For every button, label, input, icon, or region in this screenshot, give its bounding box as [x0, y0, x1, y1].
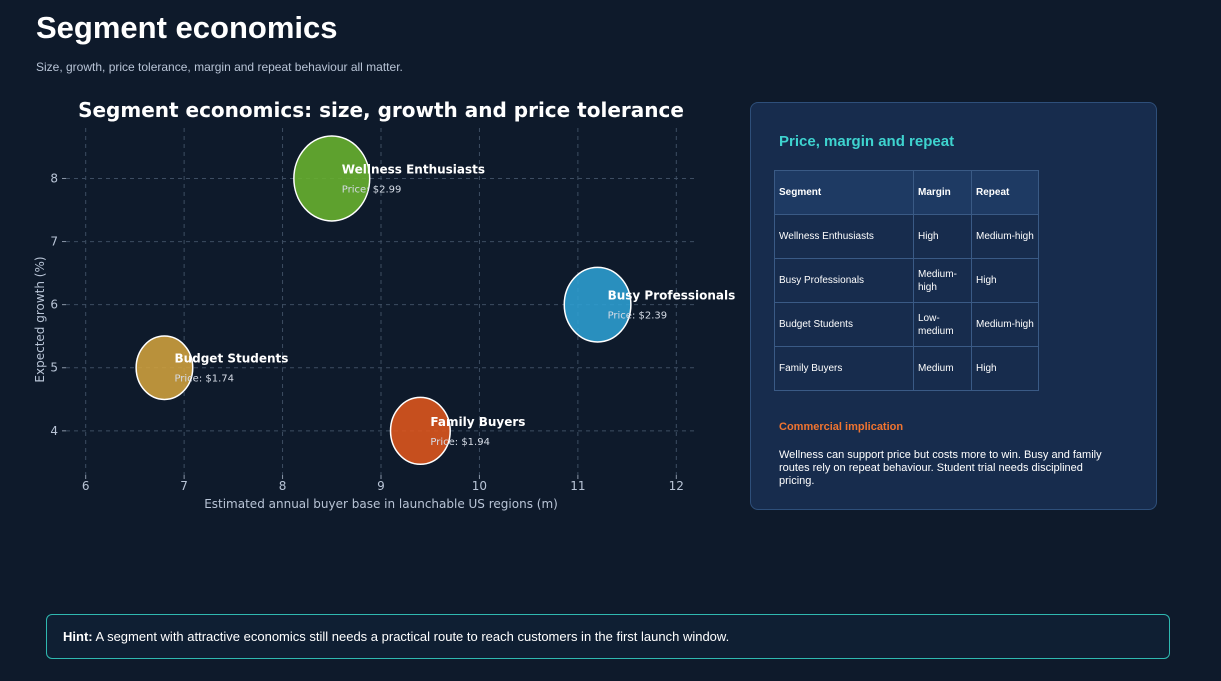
x-tick-label: 10 [472, 479, 487, 493]
header-segment: Segment [774, 170, 914, 215]
bubble-label: Busy Professionals [608, 289, 736, 303]
chart-title: Segment economics: size, growth and pric… [78, 98, 684, 122]
page-title: Segment economics [36, 10, 338, 45]
table-header-row: Segment Margin Repeat [774, 170, 1039, 215]
cell-segment: Family Buyers [774, 346, 914, 391]
header-repeat: Repeat [971, 170, 1039, 215]
bubble-label: Wellness Enthusiasts [342, 162, 485, 176]
y-axis-label: Expected growth (%) [33, 256, 47, 382]
x-tick-label: 7 [180, 479, 188, 493]
bubble-label: Budget Students [174, 352, 288, 366]
y-tick-label: 6 [50, 298, 58, 312]
x-tick-label: 12 [669, 479, 684, 493]
economics-table: Segment Margin Repeat Wellness Enthusias… [774, 170, 1039, 391]
implication-text: Wellness can support price but costs mor… [779, 449, 1102, 487]
cell-segment: Wellness Enthusiasts [774, 214, 914, 259]
implication-title: Commercial implication [779, 421, 904, 433]
y-tick-label: 4 [50, 424, 58, 438]
bubble-price-label: Price: $2.39 [608, 311, 668, 322]
cell-segment: Budget Students [774, 302, 914, 347]
cell-repeat: Medium-high [971, 214, 1039, 259]
hint-label: Hint: [63, 629, 93, 644]
hint-text: A segment with attractive economics stil… [92, 629, 730, 644]
bubble-chart: Segment economics: size, growth and pric… [0, 90, 740, 520]
x-axis-label: Estimated annual buyer base in launchabl… [204, 497, 558, 511]
bubble-point [389, 396, 451, 466]
bubble-price-label: Price: $1.94 [430, 437, 490, 448]
page-subtitle: Size, growth, price tolerance, margin an… [36, 60, 403, 74]
bubble-label: Family Buyers [430, 415, 525, 429]
table-row: Family Buyers Medium High [774, 346, 1039, 391]
bubble-point [293, 135, 371, 222]
y-tick-label: 5 [50, 361, 58, 375]
table-row: Busy Professionals Medium-high High [774, 258, 1039, 303]
economics-panel: Price, margin and repeat Segment Margin … [750, 102, 1157, 510]
x-tick-label: 8 [279, 479, 287, 493]
x-tick-label: 11 [570, 479, 585, 493]
table-row: Wellness Enthusiasts High Medium-high [774, 214, 1039, 259]
cell-repeat: High [971, 346, 1039, 391]
bubble-chart-svg: Segment economics: size, growth and pric… [33, 98, 736, 511]
cell-segment: Busy Professionals [774, 258, 914, 303]
cell-margin: Medium [913, 346, 972, 391]
x-tick-label: 6 [82, 479, 90, 493]
bubble-point [135, 335, 194, 401]
x-tick-label: 9 [377, 479, 385, 493]
cell-margin: Medium-high [913, 258, 972, 303]
cell-repeat: High [971, 258, 1039, 303]
bubble-price-label: Price: $2.99 [342, 184, 402, 195]
y-tick-label: 8 [50, 171, 58, 185]
cell-margin: High [913, 214, 972, 259]
panel-title: Price, margin and repeat [779, 133, 955, 150]
bubble-price-label: Price: $1.74 [174, 374, 234, 385]
cell-repeat: Medium-high [971, 302, 1039, 347]
y-tick-label: 7 [50, 235, 58, 249]
bubble-point [563, 266, 632, 343]
hint-box: Hint: A segment with attractive economic… [46, 614, 1170, 659]
table-row: Budget Students Low-medium Medium-high [774, 302, 1039, 347]
header-margin: Margin [913, 170, 972, 215]
cell-margin: Low-medium [913, 302, 972, 347]
